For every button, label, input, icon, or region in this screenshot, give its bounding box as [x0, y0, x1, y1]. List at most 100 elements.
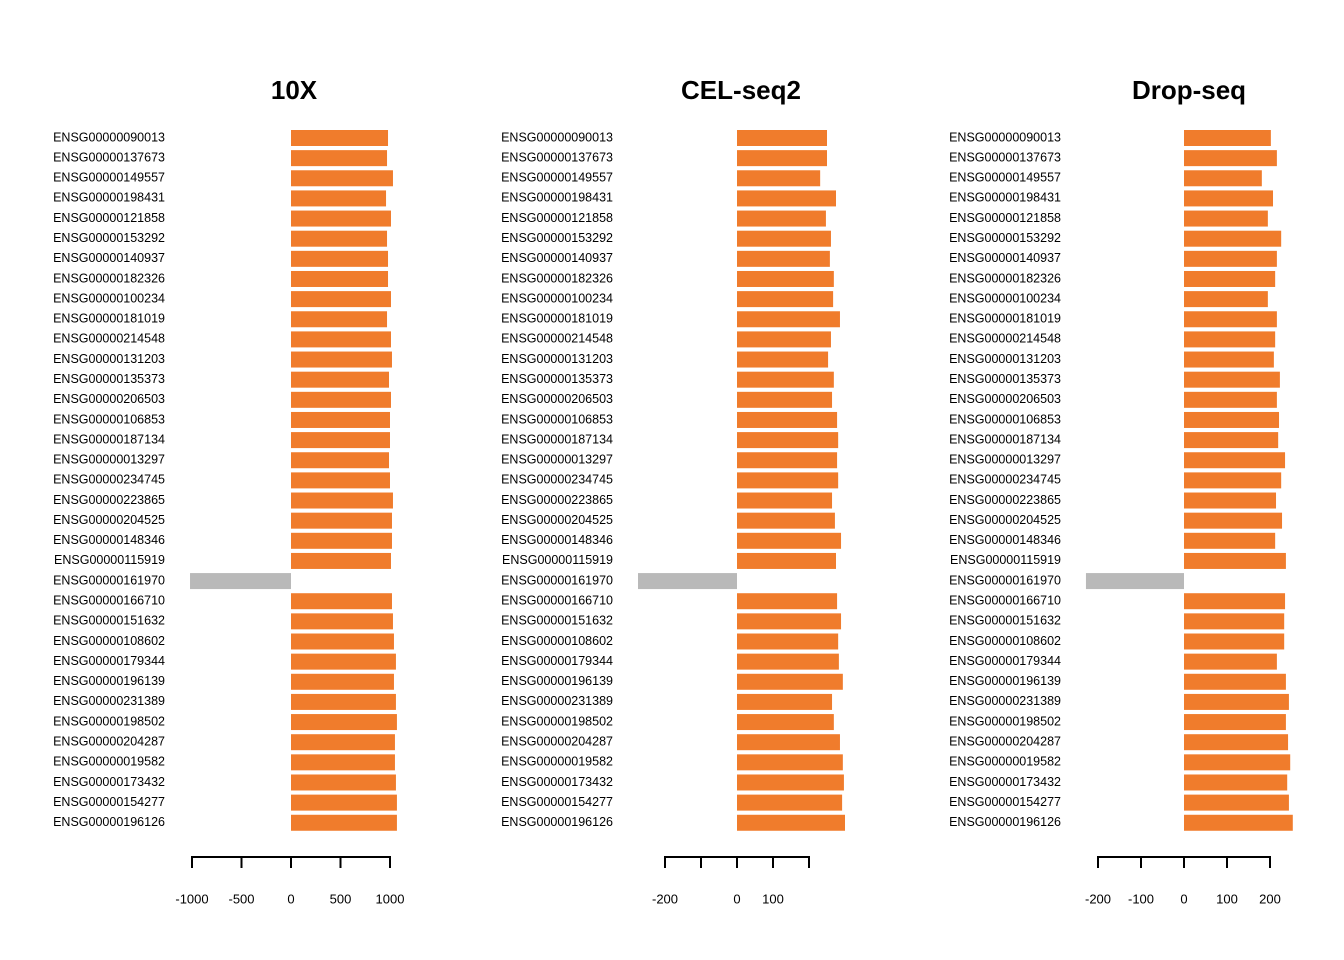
category-label: ENSG00000196139: [949, 674, 1061, 688]
category-label: ENSG00000013297: [53, 453, 165, 467]
category-label: ENSG00000223865: [501, 493, 613, 507]
category-label: ENSG00000140937: [949, 251, 1061, 265]
category-label: ENSG00000106853: [501, 412, 613, 426]
category-label: ENSG00000231389: [53, 694, 165, 708]
bar: [737, 532, 842, 549]
category-label: ENSG00000115919: [950, 553, 1061, 567]
category-label: ENSG00000204525: [53, 513, 165, 527]
category-label: ENSG00000223865: [53, 493, 165, 507]
bar: [291, 613, 393, 630]
bar: [737, 613, 842, 630]
bar: [737, 714, 834, 731]
bar: [737, 371, 834, 388]
bar: [291, 673, 394, 690]
category-label: ENSG00000204287: [53, 734, 165, 748]
bar: [1184, 734, 1289, 751]
category-label: ENSG00000140937: [501, 251, 613, 265]
bar: [737, 734, 840, 751]
bar: [291, 371, 390, 388]
bar: [291, 210, 391, 227]
category-label: ENSG00000137673: [501, 150, 613, 164]
category-label: ENSG00000108602: [949, 634, 1061, 648]
category-label: ENSG00000196126: [53, 815, 165, 829]
bar: [291, 291, 391, 308]
bar: [291, 814, 397, 831]
category-label: ENSG00000181019: [501, 312, 613, 326]
bar: [737, 150, 827, 167]
bar: [291, 472, 390, 489]
category-label: ENSG00000231389: [949, 694, 1061, 708]
category-label: ENSG00000137673: [53, 150, 165, 164]
category-label: ENSG00000154277: [501, 795, 613, 809]
bar: [291, 714, 397, 731]
bar: [291, 754, 395, 771]
category-label: ENSG00000151632: [501, 614, 613, 628]
x-tick-label: 200: [1259, 891, 1281, 906]
category-label: ENSG00000206503: [501, 392, 613, 406]
bar: [1184, 673, 1286, 690]
bar: [1184, 311, 1277, 328]
bar: [737, 311, 840, 328]
bar: [1184, 633, 1285, 650]
category-label: ENSG00000198431: [53, 191, 165, 205]
chart-title: 10X: [271, 75, 318, 105]
x-tick-label: 1000: [376, 891, 405, 906]
category-label: ENSG00000100234: [53, 291, 165, 305]
category-label: ENSG00000198502: [501, 714, 613, 728]
category-label: ENSG00000019582: [53, 755, 165, 769]
category-label: ENSG00000161970: [949, 573, 1061, 587]
x-tick-label: -1000: [175, 891, 208, 906]
category-label: ENSG00000135373: [53, 372, 165, 386]
category-label: ENSG00000179344: [53, 654, 165, 668]
bar: [1184, 794, 1289, 811]
bar: [1184, 774, 1288, 791]
category-label: ENSG00000121858: [949, 211, 1061, 225]
bar: [291, 593, 392, 610]
category-label: ENSG00000198431: [949, 191, 1061, 205]
bar: [1184, 714, 1286, 731]
category-label: ENSG00000149557: [53, 171, 165, 185]
category-label: ENSG00000196126: [501, 815, 613, 829]
category-label: ENSG00000137673: [949, 150, 1061, 164]
category-label: ENSG00000090013: [53, 130, 165, 144]
category-label: ENSG00000153292: [53, 231, 165, 245]
bar: [1184, 230, 1282, 247]
category-label: ENSG00000019582: [949, 755, 1061, 769]
category-label: ENSG00000182326: [501, 271, 613, 285]
category-label: ENSG00000100234: [501, 291, 613, 305]
category-label: ENSG00000231389: [501, 694, 613, 708]
bar: [1184, 210, 1268, 227]
category-label: ENSG00000187134: [949, 432, 1061, 446]
bar: [737, 593, 838, 610]
bar: [1184, 130, 1271, 146]
x-tick-label: 0: [287, 891, 294, 906]
bar: [291, 653, 396, 670]
bar: [1184, 270, 1276, 287]
bar: [291, 170, 393, 187]
x-tick-label: 500: [330, 891, 352, 906]
bar: [291, 452, 390, 469]
bar: [291, 512, 392, 529]
bar: [737, 814, 845, 831]
bar: [1184, 411, 1280, 428]
category-label: ENSG00000187134: [501, 432, 613, 446]
bar: [291, 351, 392, 368]
bar: [1184, 512, 1283, 529]
bar: [737, 250, 830, 267]
bar: [291, 552, 391, 569]
x-tick-label: -100: [1128, 891, 1154, 906]
category-label: ENSG00000148346: [501, 533, 613, 547]
category-label: ENSG00000173432: [53, 775, 165, 789]
bar: [1184, 170, 1262, 187]
bar: [291, 230, 388, 247]
bar: [1184, 492, 1277, 509]
bar: [1184, 250, 1277, 267]
category-label: ENSG00000214548: [53, 332, 165, 346]
category-label: ENSG00000151632: [53, 614, 165, 628]
bar: [1184, 432, 1279, 449]
bar: [291, 633, 394, 650]
bar: [291, 311, 388, 328]
x-tick-label: -500: [228, 891, 254, 906]
category-label: ENSG00000090013: [501, 130, 613, 144]
